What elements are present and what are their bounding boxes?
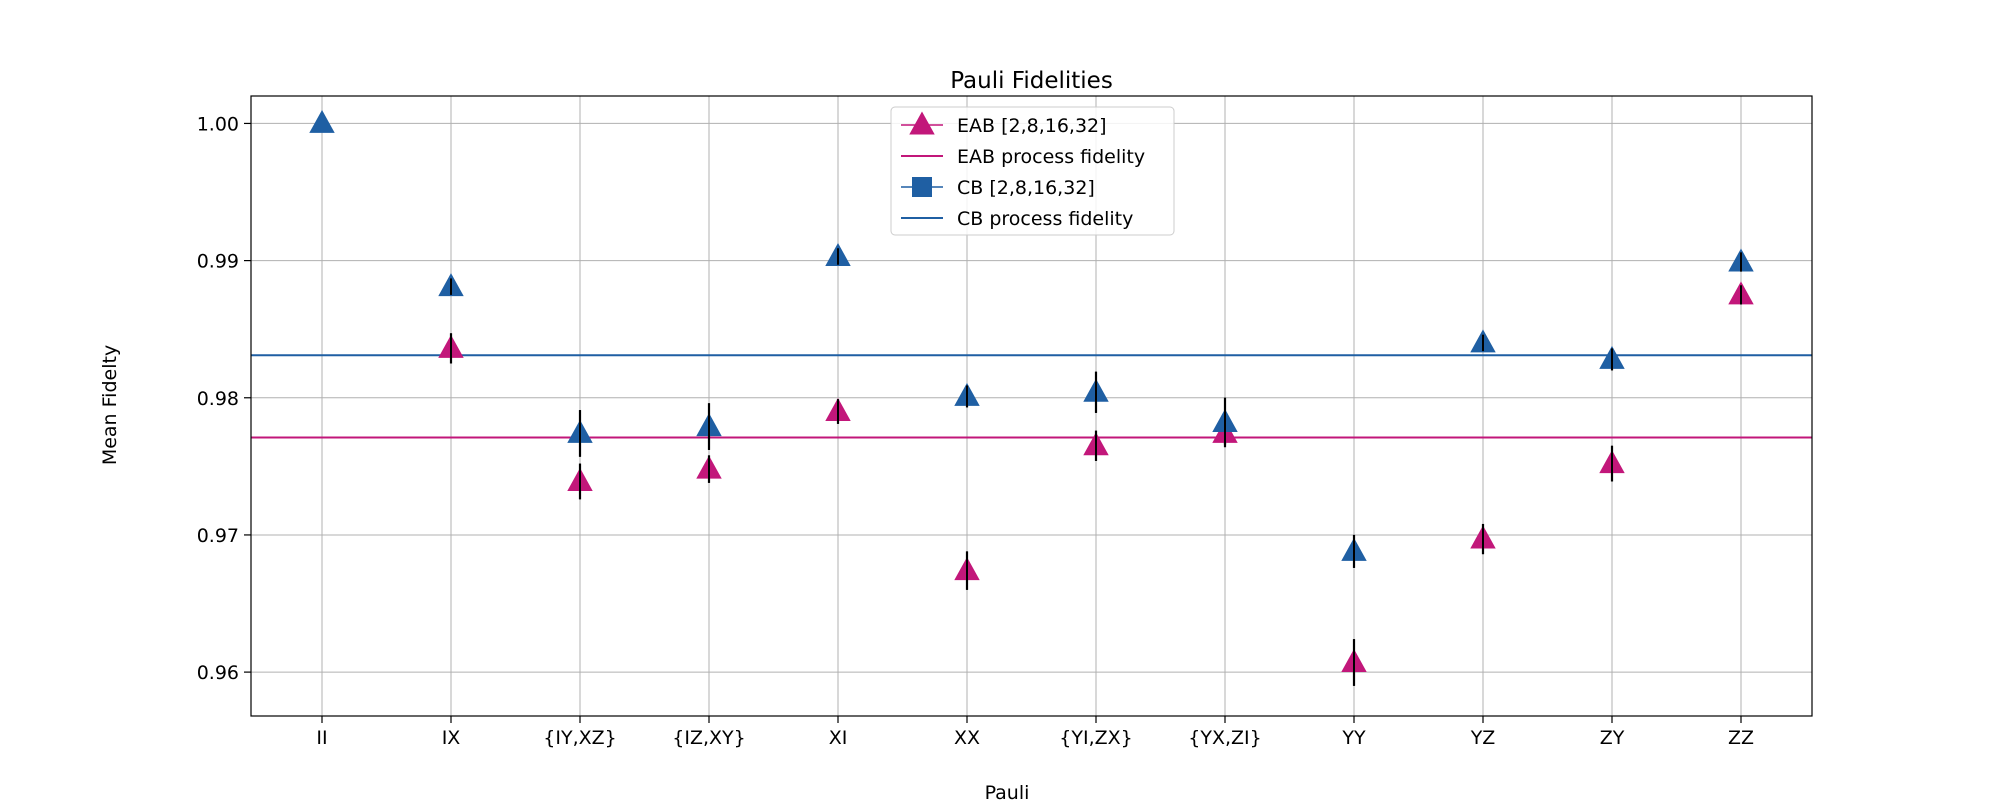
legend-triangle-icon (909, 111, 935, 135)
legend-square-icon (912, 177, 932, 197)
chart-title: Pauli Fidelities (950, 68, 1113, 94)
x-tick-label: {YX,ZI} (1188, 727, 1261, 749)
y-tick-label: 0.99 (197, 251, 239, 273)
y-tick-label: 1.00 (197, 113, 239, 135)
y-axis-label: Mean Fidelty (99, 345, 121, 465)
legend: EAB [2,8,16,32] EAB process fidelity CB [2… (890, 106, 1175, 236)
plot-frame (250, 95, 1813, 717)
data-markers (309, 109, 1754, 686)
x-tick-label: ZY (1600, 727, 1625, 749)
x-tick-label: {IZ,XY} (672, 727, 745, 749)
y-tick-label: 0.96 (197, 662, 239, 684)
y-tick-label: 0.97 (197, 525, 239, 547)
x-tick-label: IX (442, 727, 461, 749)
y-axis-ticks: 0.96 0.97 0.98 0.99 1.00 (197, 113, 251, 684)
legend-label: CB [2,8,16,32] (957, 177, 1095, 199)
legend-label: EAB [2,8,16,32] (957, 115, 1107, 137)
cb-data-point (309, 109, 335, 133)
x-tick-label: {YI,ZX} (1059, 727, 1132, 749)
grid-layer (251, 96, 1812, 716)
legend-label: CB process fidelity (957, 208, 1133, 230)
x-tick-label: XI (829, 727, 848, 749)
legend-label: EAB process fidelity (957, 146, 1145, 168)
x-tick-label: YZ (1470, 727, 1496, 749)
x-axis-ticks: II IX {IY,XZ} {IZ,XY} XI XX {YI,ZX} {YX,ZI} YY YZ… (316, 716, 1754, 749)
x-axis-label: Pauli (985, 782, 1030, 800)
x-tick-label: {IY,XZ} (543, 727, 616, 749)
reference-lines (251, 354, 1812, 439)
y-tick-label: 0.98 (197, 388, 239, 410)
x-tick-label: YY (1341, 727, 1366, 749)
x-tick-label: II (316, 727, 327, 749)
legend-box (890, 106, 1175, 236)
x-tick-label: ZZ (1728, 727, 1754, 749)
x-tick-label: XX (954, 727, 980, 749)
